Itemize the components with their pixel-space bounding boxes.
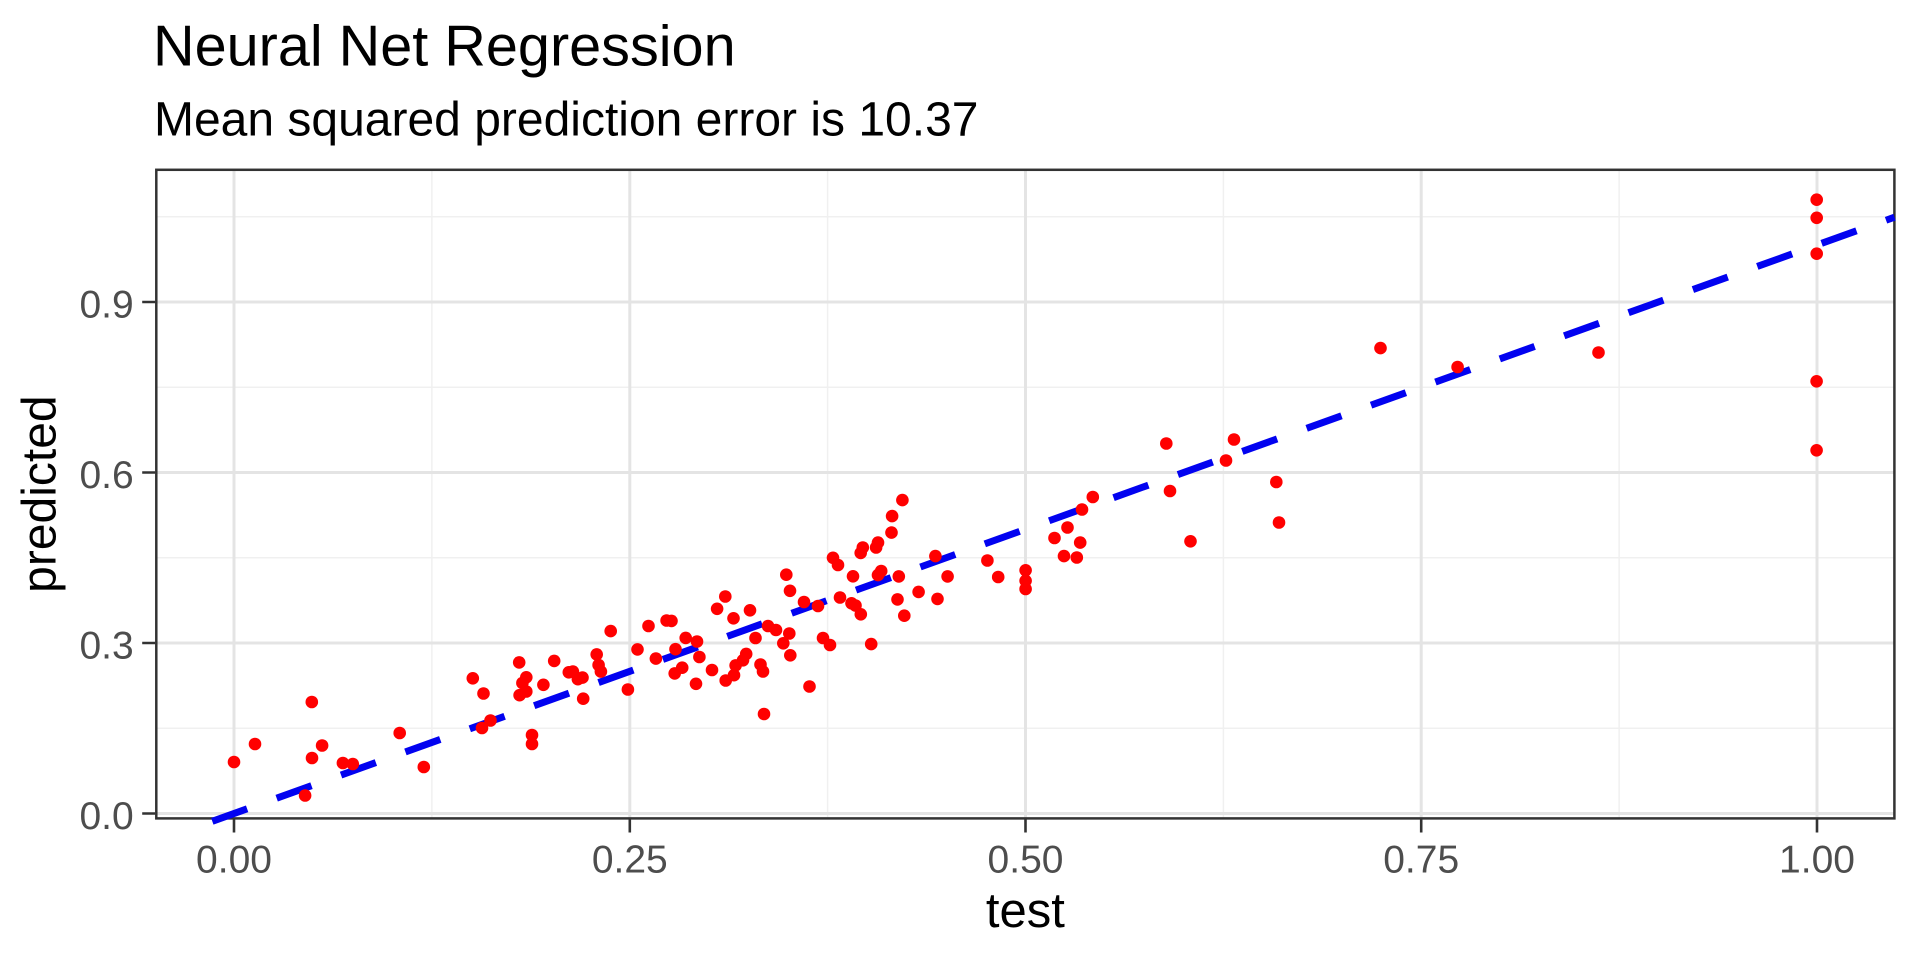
svg-text:Neural Net Regression: Neural Net Regression — [153, 15, 736, 79]
svg-text:0.00: 0.00 — [196, 839, 272, 882]
svg-text:0.6: 0.6 — [79, 454, 133, 497]
svg-text:1.00: 1.00 — [1779, 839, 1855, 882]
svg-text:0.75: 0.75 — [1383, 839, 1459, 882]
svg-text:0.9: 0.9 — [79, 284, 133, 327]
svg-text:predicted: predicted — [14, 395, 67, 592]
svg-text:0.0: 0.0 — [79, 795, 133, 838]
svg-text:0.25: 0.25 — [592, 839, 668, 882]
svg-text:0.50: 0.50 — [988, 839, 1064, 882]
svg-text:0.3: 0.3 — [79, 625, 133, 668]
svg-text:Mean squared prediction error: Mean squared prediction error is 10.37 — [154, 93, 978, 146]
svg-text:test: test — [986, 884, 1065, 938]
